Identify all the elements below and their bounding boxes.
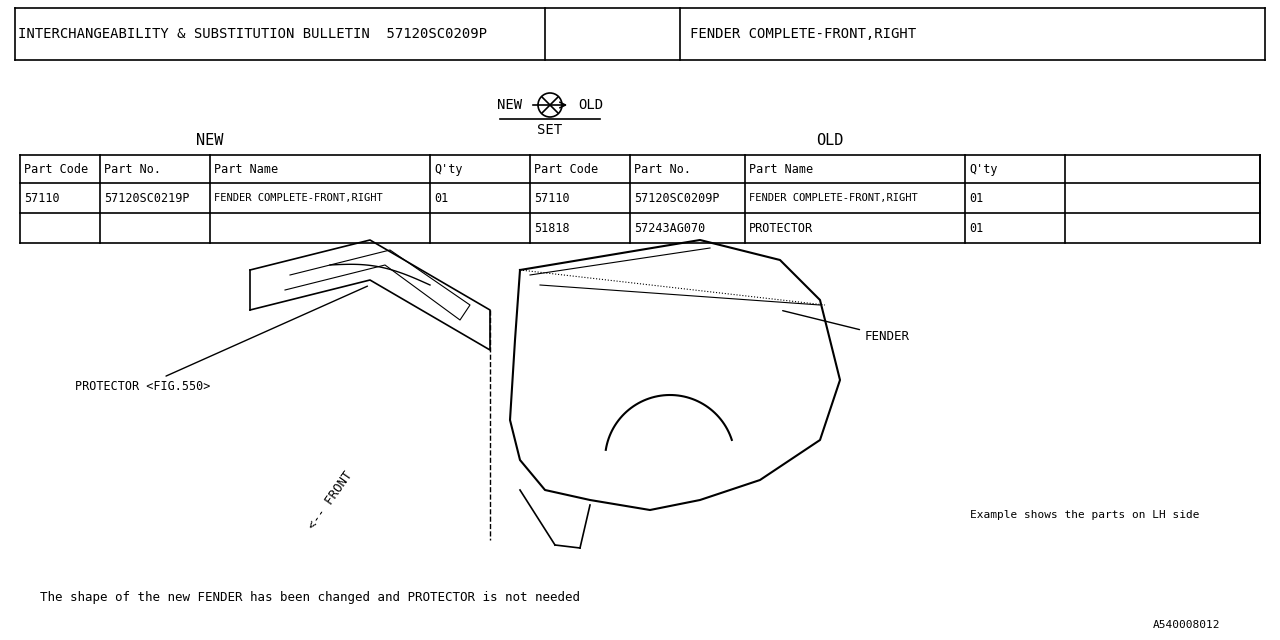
- Text: 57243AG070: 57243AG070: [634, 221, 705, 234]
- Text: Part No.: Part No.: [104, 163, 161, 175]
- Text: 01: 01: [969, 191, 983, 205]
- Text: SET: SET: [538, 123, 563, 137]
- Text: 57120SC0219P: 57120SC0219P: [104, 191, 189, 205]
- Text: Part Name: Part Name: [749, 163, 813, 175]
- Text: Part Code: Part Code: [534, 163, 598, 175]
- Text: 57120SC0209P: 57120SC0209P: [634, 191, 719, 205]
- Text: NEW: NEW: [497, 98, 522, 112]
- Text: PROTECTOR: PROTECTOR: [749, 221, 813, 234]
- Text: Part No.: Part No.: [634, 163, 691, 175]
- Text: FENDER COMPLETE-FRONT,RIGHT: FENDER COMPLETE-FRONT,RIGHT: [214, 193, 383, 203]
- Text: Part Code: Part Code: [24, 163, 88, 175]
- Text: 01: 01: [969, 221, 983, 234]
- Text: Q'ty: Q'ty: [434, 163, 462, 175]
- Text: The shape of the new FENDER has been changed and PROTECTOR is not needed: The shape of the new FENDER has been cha…: [40, 591, 580, 604]
- Text: Q'ty: Q'ty: [969, 163, 997, 175]
- Text: Part Name: Part Name: [214, 163, 278, 175]
- Text: INTERCHANGEABILITY & SUBSTITUTION BULLETIN  57120SC0209P: INTERCHANGEABILITY & SUBSTITUTION BULLET…: [18, 27, 486, 41]
- Text: OLD: OLD: [817, 132, 844, 147]
- Text: OLD: OLD: [579, 98, 603, 112]
- Text: Example shows the parts on LH side: Example shows the parts on LH side: [970, 510, 1199, 520]
- Text: A540008012: A540008012: [1152, 620, 1220, 630]
- Text: 01: 01: [434, 191, 448, 205]
- Text: 57110: 57110: [24, 191, 60, 205]
- Text: 51818: 51818: [534, 221, 570, 234]
- Text: <-- FRONT: <-- FRONT: [306, 468, 355, 531]
- Text: FENDER COMPLETE-FRONT,RIGHT: FENDER COMPLETE-FRONT,RIGHT: [749, 193, 918, 203]
- Text: NEW: NEW: [196, 132, 224, 147]
- Text: PROTECTOR <FIG.550>: PROTECTOR <FIG.550>: [76, 286, 367, 393]
- Text: 57110: 57110: [534, 191, 570, 205]
- Text: FENDER: FENDER: [782, 310, 910, 343]
- Text: FENDER COMPLETE-FRONT,RIGHT: FENDER COMPLETE-FRONT,RIGHT: [690, 27, 916, 41]
